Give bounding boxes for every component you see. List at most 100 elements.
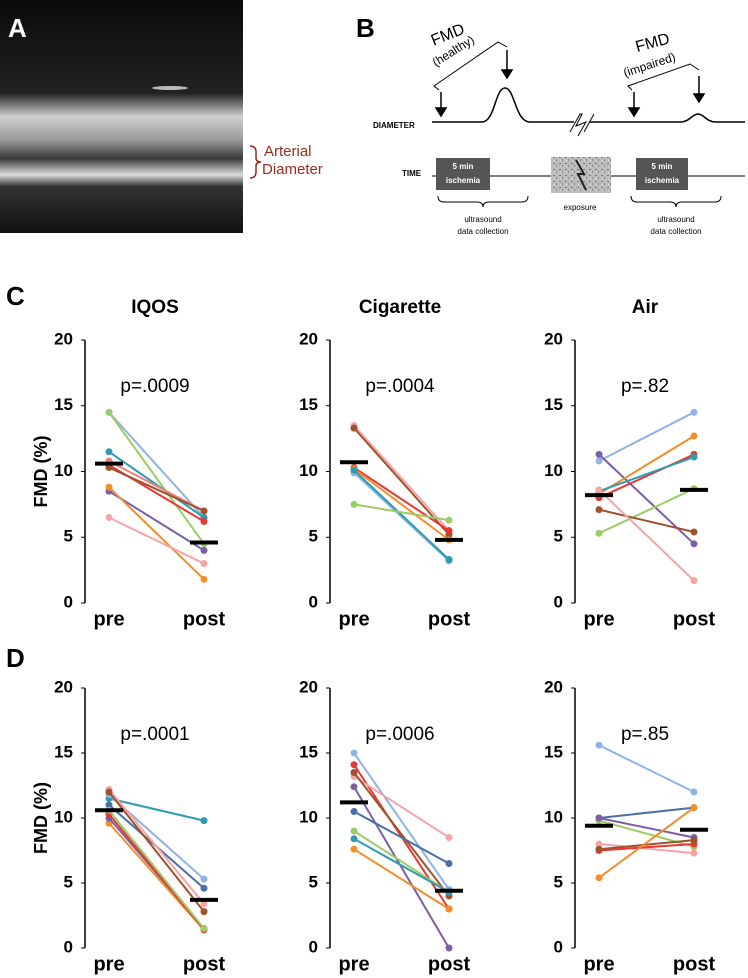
subject-point <box>200 925 208 932</box>
label: data collection <box>457 227 508 236</box>
subject-line <box>108 411 205 519</box>
x-tick-label: pre <box>583 608 614 630</box>
subject-point <box>595 814 603 822</box>
subject-point <box>595 529 603 537</box>
label: data collection <box>650 227 701 236</box>
subject-line <box>353 848 450 910</box>
subject-point <box>350 827 358 835</box>
subject-point <box>445 527 453 535</box>
subject-line <box>598 456 695 493</box>
subject-line <box>598 806 695 819</box>
subject-line <box>353 837 450 893</box>
subject-point <box>350 749 358 757</box>
annotation: p=.0006 <box>365 724 434 745</box>
subject-point <box>690 453 698 461</box>
chart-title: Cigarette <box>359 297 441 318</box>
y-tick-label: 20 <box>299 329 318 348</box>
subject-line <box>598 843 695 852</box>
x-tick-label: pre <box>93 953 124 975</box>
subject-line <box>598 817 695 839</box>
arrows <box>433 41 706 118</box>
x-tick-label: pre <box>338 953 369 975</box>
subject-point <box>105 483 113 491</box>
subject-line <box>598 843 695 855</box>
y-tick-label: 0 <box>309 592 318 611</box>
y-tick-label: 15 <box>299 742 318 761</box>
subject-line <box>108 450 205 519</box>
subject-point <box>690 804 698 812</box>
y-tick-label: 15 <box>544 742 563 761</box>
chart-title: IQOS <box>131 297 179 318</box>
x-tick-label: post <box>428 953 471 975</box>
subject-point <box>350 466 358 474</box>
diameter-trace <box>432 87 745 123</box>
y-tick-label: 0 <box>64 937 73 956</box>
y-tick-label: 15 <box>544 395 563 414</box>
subject-point <box>200 908 208 916</box>
subject-point <box>350 769 358 776</box>
subject-point <box>200 546 208 554</box>
subject-point <box>105 464 113 472</box>
subject-point <box>595 874 603 882</box>
axis-label: DIAMETER <box>373 121 415 130</box>
y-tick-label: 20 <box>54 329 73 348</box>
annotation: p=.0001 <box>120 724 189 745</box>
subject-line <box>108 516 205 565</box>
annotation: p=.0004 <box>365 376 435 397</box>
subject-line <box>108 466 205 512</box>
x-tick-label: post <box>183 953 226 975</box>
y-tick-label: 10 <box>54 461 73 480</box>
subject-point <box>200 517 208 525</box>
subject-point <box>200 884 208 892</box>
subject-line <box>353 503 450 522</box>
label: ultrasound <box>464 215 501 224</box>
y-axis-label: FMD (%) <box>31 436 51 508</box>
break-mark <box>575 159 587 191</box>
subject-point <box>200 560 208 568</box>
subject-point <box>200 575 208 583</box>
subject-line <box>108 411 205 545</box>
subject-point <box>445 944 453 952</box>
annotation: p=.0009 <box>120 376 189 397</box>
subject-point <box>105 514 113 522</box>
y-tick-label: 0 <box>554 592 563 611</box>
ischemia-box <box>636 158 688 190</box>
panel-label: D <box>6 643 25 673</box>
y-tick-label: 5 <box>64 872 73 891</box>
annotation: Diameter <box>262 161 323 178</box>
y-tick-label: 0 <box>554 937 563 956</box>
label: exposure <box>564 203 597 212</box>
subject-line <box>598 453 695 545</box>
subject-line <box>353 775 450 839</box>
subject-line <box>108 791 205 913</box>
subject-point <box>350 783 358 791</box>
subject-point <box>105 801 113 809</box>
label: ischemia <box>446 176 481 185</box>
subject-line <box>353 786 450 949</box>
subject-point <box>595 457 603 465</box>
panel-label: A <box>8 13 27 43</box>
y-tick-label: 0 <box>309 937 318 956</box>
y-tick-label: 10 <box>299 461 318 480</box>
subject-point <box>690 849 698 857</box>
subject-point <box>690 540 698 548</box>
y-tick-label: 20 <box>54 677 73 696</box>
y-tick-label: 5 <box>554 872 563 891</box>
subject-line <box>353 830 450 893</box>
subject-point <box>445 905 453 913</box>
annotation: p=.82 <box>621 376 669 397</box>
subject-line <box>108 788 205 905</box>
label: 5 min <box>652 162 673 171</box>
y-tick-label: 10 <box>54 807 73 826</box>
x-tick-label: pre <box>583 953 614 975</box>
subject-line <box>108 797 205 822</box>
subject-line <box>353 466 450 532</box>
subject-line <box>353 424 450 532</box>
subject-point <box>350 845 358 853</box>
subject-point <box>350 424 358 432</box>
ischemia-box <box>436 158 490 190</box>
subject-line <box>108 486 205 581</box>
annotation: Arterial <box>264 143 312 160</box>
subject-line <box>353 468 450 541</box>
